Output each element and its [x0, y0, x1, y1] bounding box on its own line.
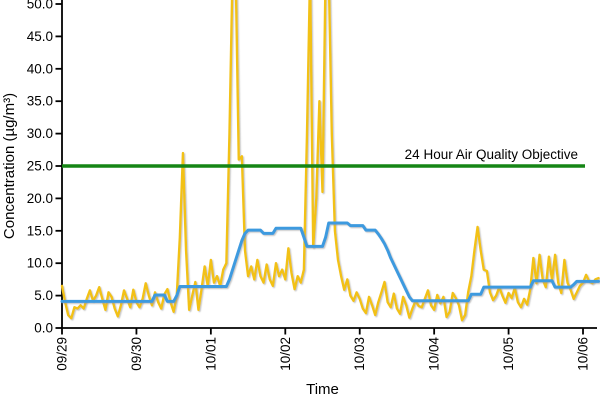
- y-tick-label: 25.0: [27, 159, 53, 174]
- y-tick-label: 35.0: [27, 94, 53, 109]
- y-axis-title: Concentration (µg/m³): [1, 92, 18, 240]
- x-tick-label: 10/01: [203, 337, 218, 371]
- y-tick-label: 10.0: [27, 256, 53, 271]
- y-tick-label: 50.0: [27, 0, 53, 12]
- y-tick-label: 15.0: [27, 223, 53, 238]
- x-tick-label: 10/05: [501, 337, 516, 371]
- y-tick-label: 45.0: [27, 29, 53, 44]
- objective-line-label: 24 Hour Air Quality Objective: [404, 147, 578, 162]
- x-tick-label: 10/02: [278, 337, 293, 371]
- x-tick-label: 10/03: [352, 337, 367, 371]
- series-blue-average-line: [60, 221, 600, 303]
- series-yellow-hourly-line: [60, 0, 600, 322]
- x-tick-label: 09/29: [55, 337, 70, 371]
- x-tick-label: 10/06: [576, 337, 591, 371]
- y-tick-label: 30.0: [27, 126, 53, 141]
- x-axis-title: Time: [306, 381, 339, 398]
- y-tick-label: 0.0: [34, 321, 53, 336]
- x-tick-label: 09/30: [129, 337, 144, 371]
- y-tick-label: 5.0: [34, 288, 53, 303]
- y-tick-label: 40.0: [27, 61, 53, 76]
- y-tick-label: 20.0: [27, 191, 53, 206]
- x-tick-label: 10/04: [427, 337, 442, 371]
